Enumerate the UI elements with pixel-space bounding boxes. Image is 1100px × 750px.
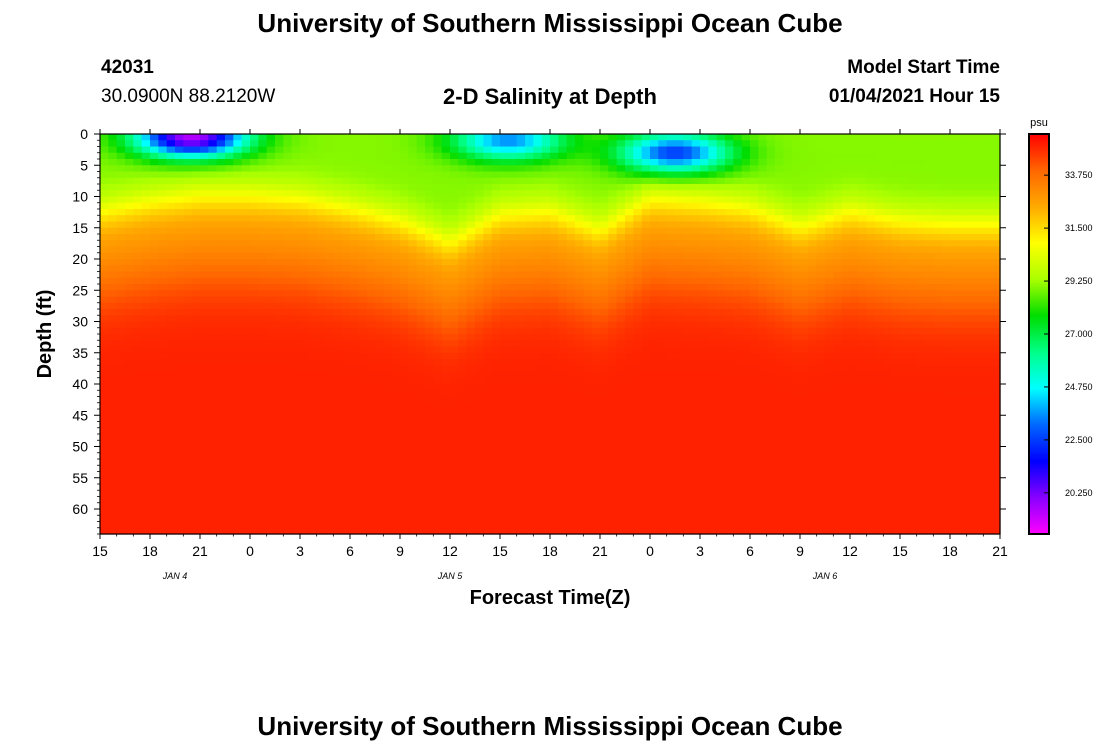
colorbar-tick-label: 31.500: [1065, 223, 1093, 233]
model-start-value: 01/04/2021 Hour 15: [828, 86, 1000, 107]
y-tick-label: 5: [80, 157, 88, 173]
y-tick-label: 25: [72, 282, 88, 298]
colorbar-tick-label: 29.250: [1065, 276, 1093, 286]
y-tick-label: 30: [72, 314, 88, 330]
x-tick-label: 15: [92, 543, 108, 559]
date-label: JAN 4: [162, 571, 188, 581]
x-tick-label: 9: [396, 543, 404, 559]
chart-title: 2-D Salinity at Depth: [443, 84, 657, 109]
x-tick-label: 18: [942, 543, 958, 559]
colorbar: psu 33.750 31.500 29.250 27.000 24.750 22.500 2…: [1028, 117, 1093, 535]
y-tick-label: 50: [72, 439, 88, 455]
y-tick-label: 45: [72, 407, 88, 423]
y-tick-label: 15: [72, 220, 88, 236]
bottom-title: University of Southern Mississippi Ocean…: [257, 711, 843, 741]
top-title: University of Southern Mississippi Ocean…: [257, 8, 843, 38]
y-tick-label: 0: [80, 126, 88, 142]
x-tick-label: 6: [746, 543, 754, 559]
date-label: JAN 6: [812, 571, 838, 581]
station-location: 30.0900N 88.2120W: [101, 86, 276, 107]
y-tick-label: 20: [72, 251, 88, 267]
heatmap-field: [100, 134, 1001, 535]
x-tick-label: 18: [542, 543, 558, 559]
x-tick-label: 15: [892, 543, 908, 559]
y-tick-label: 10: [72, 189, 88, 205]
y-axis-label: Depth (ft): [34, 290, 56, 379]
x-tick-label: 12: [842, 543, 858, 559]
x-tick-label: 21: [992, 543, 1008, 559]
x-axis-label: Forecast Time(Z): [470, 587, 631, 609]
colorbar-unit: psu: [1030, 117, 1048, 129]
colorbar-tick-label: 24.750: [1065, 382, 1093, 392]
model-start-label: Model Start Time: [847, 57, 1000, 78]
x-tick-label: 15: [492, 543, 508, 559]
colorbar-tick-label: 20.250: [1065, 488, 1093, 498]
x-tick-label: 0: [646, 543, 654, 559]
x-tick-label: 0: [246, 543, 254, 559]
colorbar-tick-label: 33.750: [1065, 170, 1093, 180]
axes: 15 18 21 0 3 6 9 12 15 18 21 0 3 6 9 12 15 18 21 JAN 4 JAN 5…: [72, 126, 1008, 581]
x-tick-label: 12: [442, 543, 458, 559]
y-tick-label: 35: [72, 345, 88, 361]
colorbar-tick-label: 27.000: [1065, 329, 1093, 339]
x-tick-label: 3: [696, 543, 704, 559]
y-tick-label: 55: [72, 470, 88, 486]
x-tick-label: 18: [142, 543, 158, 559]
y-tick-label: 60: [72, 501, 88, 517]
y-tick-label: 40: [72, 376, 88, 392]
colorbar-tick-label: 22.500: [1065, 435, 1093, 445]
date-label: JAN 5: [437, 571, 464, 581]
station-id: 42031: [101, 57, 154, 78]
x-tick-label: 3: [296, 543, 304, 559]
x-tick-label: 6: [346, 543, 354, 559]
x-tick-label: 9: [796, 543, 804, 559]
x-tick-label: 21: [592, 543, 608, 559]
x-tick-label: 21: [192, 543, 208, 559]
